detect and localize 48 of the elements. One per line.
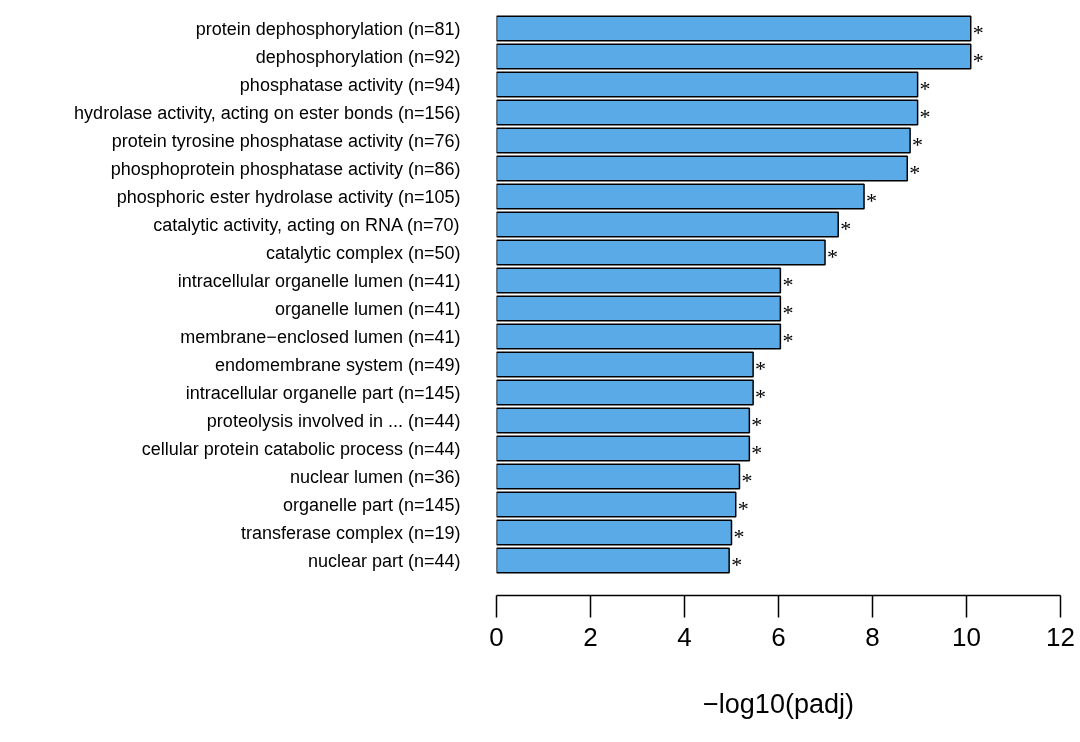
data-label: * (782, 300, 794, 325)
y-tick-label: proteolysis involved in ... (n=44) (206, 410, 461, 431)
y-tick-label: transferase complex (n=19) (240, 522, 461, 543)
y-tick-label: organelle lumen (n=41) (274, 298, 461, 319)
data-label: * (731, 552, 743, 577)
data-label: * (827, 244, 839, 269)
y-tick-label: hydrolase activity, acting on ester bonds (n=156) (74, 102, 461, 123)
data-label: * (840, 216, 852, 241)
y-tick-label: nuclear lumen (n=36) (289, 466, 461, 487)
y-tick-label: protein tyrosine phosphatase activity (n=76) (111, 130, 461, 151)
y-tick-label: organelle part (n=145) (282, 494, 461, 515)
y-tick-label: intracellular organelle lumen (n=41) (177, 270, 461, 291)
data-label: * (782, 272, 794, 297)
y-tick-label: protein dephosphorylation (n=81) (195, 18, 461, 39)
y-tick-label: catalytic activity, acting on RNA (n=70) (153, 214, 460, 235)
data-label: * (912, 132, 924, 157)
y-tick-label: intracellular organelle part (n=145) (185, 382, 461, 403)
data-label: * (751, 440, 763, 465)
data-label: * (755, 384, 767, 409)
y-tick-label: dephosphorylation (n=92) (255, 46, 461, 67)
data-label: * (909, 160, 921, 185)
data-label: * (737, 496, 749, 521)
data-label: * (755, 356, 767, 381)
data-label: * (741, 468, 753, 493)
y-tick-label: catalytic complex (n=50) (265, 242, 461, 263)
data-label: * (733, 524, 745, 549)
y-tick-label: phosphoprotein phosphatase activity (n=86) (110, 158, 461, 179)
data-label: * (866, 188, 878, 213)
x-tick-label: 6 (771, 621, 786, 652)
y-tick-label: nuclear part (n=44) (307, 550, 461, 571)
data-label: * (919, 76, 931, 101)
y-tick-label: membrane−enclosed lumen (n=41) (180, 326, 461, 347)
y-tick-label: phosphoric ester hydrolase activity (n=105) (116, 186, 461, 207)
data-label: * (782, 328, 794, 353)
x-tick-label: 4 (677, 621, 692, 652)
x-tick-label: 12 (1046, 621, 1075, 652)
x-tick-label: 2 (583, 621, 598, 652)
x-axis-title: −log10(padj) (703, 688, 854, 719)
x-tick-label: 0 (489, 621, 504, 652)
data-label: * (751, 412, 763, 437)
data-label: * (919, 104, 931, 129)
y-tick-label: cellular protein catabolic process (n=44) (141, 438, 461, 459)
x-tick-label: 8 (865, 621, 880, 652)
data-label: * (972, 20, 984, 45)
x-tick-label: 10 (952, 621, 981, 652)
y-tick-label: endomembrane system (n=49) (214, 354, 461, 375)
y-tick-label: phosphatase activity (n=94) (239, 74, 461, 95)
data-label: * (972, 48, 984, 73)
